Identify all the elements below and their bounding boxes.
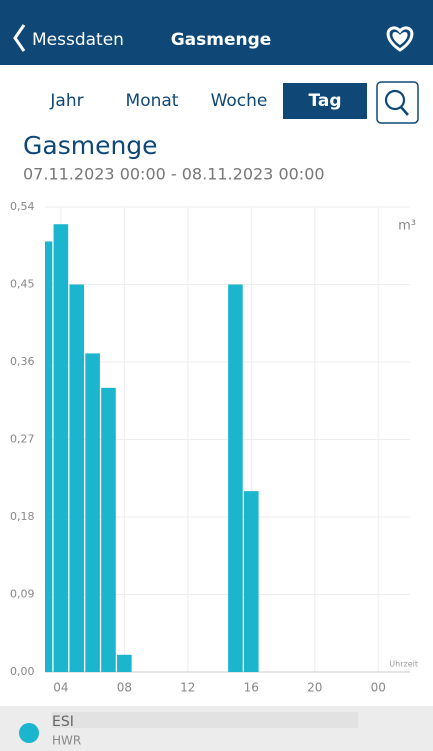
legend-label: ESI [52, 714, 74, 730]
favorite-icon-fill [392, 32, 408, 45]
x-tick-label: 12 [180, 681, 195, 695]
tab[interactable]: Jahr [49, 91, 83, 111]
bar [45, 241, 53, 672]
x-tick-label: 04 [53, 681, 68, 695]
search-icon [384, 89, 406, 111]
chart-title: Gasmenge [23, 131, 158, 160]
bar [117, 654, 132, 672]
x-axis-label: Uhrzeit [389, 660, 418, 669]
y-tick-label: 0,18 [10, 510, 35, 523]
y-tick-label: 0,54 [10, 200, 35, 213]
bar [101, 387, 116, 672]
x-tick-label: 08 [117, 681, 132, 695]
x-tick-label: 16 [244, 681, 259, 695]
y-tick-label: 0,00 [10, 665, 35, 678]
search-icon-handle [400, 106, 409, 116]
bar [69, 284, 85, 672]
legend-swatch [19, 723, 39, 743]
favorite-icon[interactable] [386, 26, 414, 52]
tab[interactable]: Monat [126, 91, 179, 111]
legend-highlight [52, 712, 358, 728]
y-tick-label: 0,27 [10, 433, 35, 446]
tab[interactable]: Woche [211, 91, 268, 111]
bar [244, 491, 259, 672]
tab[interactable]: Tag [308, 91, 341, 111]
bar [85, 353, 100, 672]
plot-area [45, 224, 259, 672]
back-label[interactable]: Messdaten [32, 30, 124, 50]
x-tick-label: 20 [307, 681, 322, 695]
bar [228, 284, 243, 672]
bar [53, 224, 69, 672]
y-tick-label: 0,36 [10, 355, 35, 368]
search-button[interactable] [376, 81, 419, 124]
y-tick-label: 0,45 [10, 278, 35, 291]
back-icon[interactable] [13, 24, 26, 52]
y-unit: m³ [398, 219, 416, 234]
header-title: Gasmenge [171, 30, 272, 50]
tab-selected-bg [283, 83, 367, 119]
header-bar [0, 0, 433, 65]
chart-subtitle: 07.11.2023 00:00 - 08.11.2023 00:00 [23, 165, 325, 184]
y-tick-label: 0,09 [10, 588, 35, 601]
x-tick-label: 00 [371, 681, 386, 695]
legend-detail: HWR [52, 734, 81, 748]
